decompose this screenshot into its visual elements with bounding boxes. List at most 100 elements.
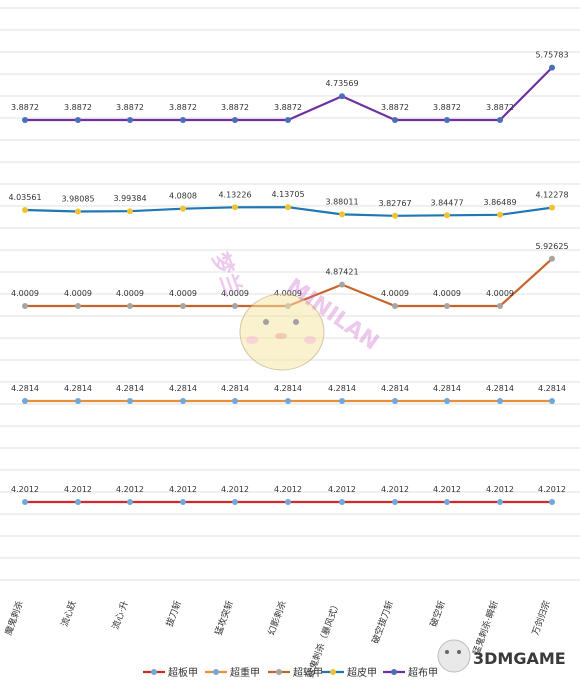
data-point (232, 398, 238, 404)
data-label: 3.84477 (430, 198, 463, 207)
category-label: 流心·升 (109, 599, 130, 631)
data-point (444, 303, 450, 309)
data-label: 3.8872 (274, 103, 302, 112)
data-point (180, 117, 186, 123)
data-point (444, 499, 450, 505)
series-line (25, 66, 553, 122)
category-label: 魔鬼刺杀 (2, 599, 26, 637)
data-label: 3.8872 (486, 103, 514, 112)
data-point (549, 499, 555, 505)
data-label: 3.82767 (378, 199, 411, 208)
data-label: 4.2012 (221, 485, 249, 494)
data-point (75, 117, 81, 123)
legend-swatch-marker (276, 669, 282, 675)
data-label: 4.73569 (325, 79, 358, 88)
category-label: 猛鬼刺杀·瞬斩 (470, 599, 501, 657)
data-label: 5.75783 (535, 51, 568, 60)
data-label: 4.13705 (271, 190, 304, 199)
data-point (22, 117, 28, 123)
data-label: 5.92625 (535, 242, 568, 251)
data-point (22, 303, 28, 309)
data-point (497, 303, 503, 309)
data-point (180, 205, 186, 212)
data-label: 4.2814 (433, 384, 461, 393)
legend-swatch-marker (330, 669, 336, 675)
data-point (75, 208, 81, 215)
data-label: 4.2012 (538, 485, 566, 494)
data-label: 4.2814 (328, 384, 356, 393)
data-point (75, 499, 81, 505)
data-point (339, 93, 345, 100)
data-point (285, 117, 291, 123)
watermark-handwriting-1: 梦兰 (207, 249, 246, 299)
gridlines (0, 7, 580, 581)
category-label: 破空拔刀斩 (369, 599, 396, 645)
category-axis: 魔鬼刺杀 流心跃 流心·升 拔刀斩 猛攻突斩 幻影刺杀 猛鬼刺杀（暴风式） 破空拔刀斩 破空斩猛… (2, 599, 553, 679)
data-label: 4.2012 (274, 485, 302, 494)
data-label: 3.86489 (483, 198, 516, 207)
data-point (232, 303, 238, 309)
data-point (549, 64, 555, 71)
data-labels: 4.2012 4.2012 4.2012 4.2012 4.2012 4.2012 4.20… (8, 51, 568, 494)
data-label: 4.0009 (64, 289, 92, 298)
legend-label: 超轻甲 (293, 666, 323, 679)
data-point (497, 499, 503, 505)
data-point (444, 212, 450, 219)
data-label: 4.0009 (11, 289, 39, 298)
data-point (497, 211, 503, 218)
data-label: 3.8872 (221, 103, 249, 112)
data-label: 4.2012 (486, 485, 514, 494)
brand-watermark: 3DMGAME (437, 639, 566, 673)
data-label: 3.8872 (11, 103, 39, 112)
data-label: 4.03561 (8, 193, 41, 202)
legend-label: 超重甲 (230, 666, 260, 679)
data-point (232, 499, 238, 505)
data-label: 3.8872 (169, 103, 197, 112)
legend-label: 超布甲 (408, 666, 438, 679)
data-label: 4.0009 (486, 289, 514, 298)
data-label: 4.2814 (274, 384, 302, 393)
data-point (392, 117, 398, 123)
data-label: 3.98085 (61, 195, 94, 204)
data-point (392, 303, 398, 309)
data-point (339, 398, 345, 404)
legend-swatch-marker (391, 669, 397, 675)
data-label: 4.12278 (535, 191, 568, 200)
data-point (127, 398, 133, 404)
data-label: 3.8872 (64, 103, 92, 112)
category-label: 万剑归宗 (529, 599, 553, 637)
data-point (392, 212, 398, 219)
brand-watermark-text: 3DMGAME (473, 649, 566, 668)
mascot-watermark (239, 293, 325, 371)
category-label: 流心跃 (58, 599, 79, 628)
data-point (285, 398, 291, 404)
data-label: 4.2814 (11, 384, 39, 393)
data-label: 4.0009 (381, 289, 409, 298)
data-point (75, 398, 81, 404)
data-point (392, 398, 398, 404)
data-label: 4.2814 (169, 384, 197, 393)
data-point (127, 117, 133, 123)
data-point (285, 204, 291, 211)
data-point (339, 281, 345, 288)
data-point (444, 398, 450, 404)
data-label: 4.2814 (64, 384, 92, 393)
data-point (127, 499, 133, 505)
data-label: 4.0009 (274, 289, 302, 298)
category-label: 猛攻突斩 (212, 599, 236, 637)
data-label: 4.0009 (116, 289, 144, 298)
data-label: 4.87421 (325, 268, 358, 277)
data-point (232, 117, 238, 123)
data-point (285, 499, 291, 505)
category-label: 幻影刺杀 (265, 599, 289, 637)
data-point (180, 303, 186, 309)
data-label: 4.2012 (11, 485, 39, 494)
data-point (497, 398, 503, 404)
category-label: 破空斩 (427, 599, 448, 628)
data-label: 3.88011 (325, 197, 358, 206)
data-label: 4.2012 (169, 485, 197, 494)
data-label: 4.2012 (328, 485, 356, 494)
legend: 超板甲 超重甲 超轻甲 超皮甲 超布甲 (143, 666, 438, 679)
data-point (180, 398, 186, 404)
data-label: 4.2814 (381, 384, 409, 393)
